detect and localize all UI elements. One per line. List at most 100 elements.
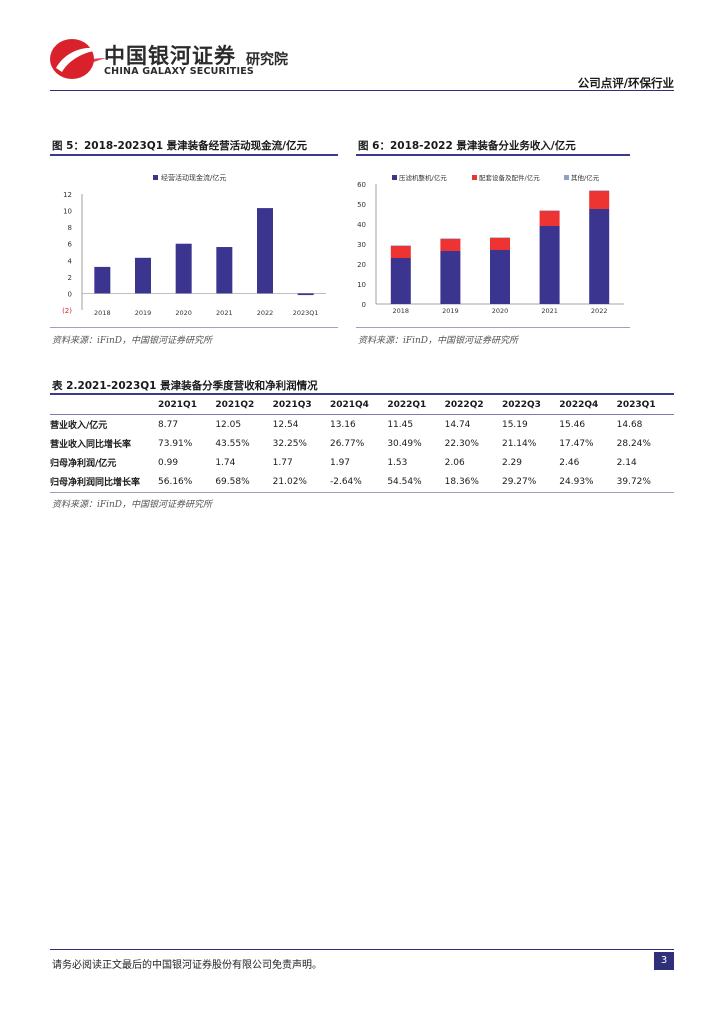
table-header-cell: 2021Q3 [272,400,312,410]
table-header-cell: 2021Q1 [158,400,197,410]
table-cell: -2.64% [329,476,362,487]
table-cell: 13.16 [329,419,356,430]
table-cell: 2.46 [559,457,580,468]
table-cell: 43.55% [215,438,250,449]
x-tick-label: 2018 [393,307,410,315]
table-cell: 12.54 [272,419,299,430]
figure5-title-rule [50,154,338,156]
bar [94,266,111,294]
y-tick-label: 2 [68,274,72,282]
table-cell: 22.30% [444,438,479,449]
table-row: 营业收入/亿元 8.77 12.05 12.54 13.16 11.45 14.… [50,415,674,435]
bar-segment [539,226,560,304]
y-tick-label: 40 [357,221,366,229]
table-header-cell: 2022Q3 [501,400,541,410]
y-tick-label: (2) [62,307,72,315]
table2-title-rule [50,393,674,395]
y-tick-label: 30 [357,241,366,249]
figure5-source: 资料来源：iFinD，中国银河证券研究所 [52,336,213,346]
brand-name-en: CHINA GALAXY SECURITIES [104,66,254,77]
x-tick-label: 2020 [175,309,192,317]
x-tick-label: 2018 [94,309,111,317]
y-tick-label: 4 [68,257,73,265]
x-tick-label: 2023Q1 [293,309,319,317]
y-tick-label: 60 [357,181,366,189]
figure6-title: 图 6：2018-2022 景津装备分业务收入/亿元 [358,140,576,152]
bar-segment [440,239,461,251]
table2-source: 资料来源：iFinD，中国银河证券研究所 [52,500,213,510]
bar [297,293,314,296]
table-cell: 15.46 [559,419,586,430]
x-tick-label: 2022 [591,307,608,315]
table-cell: 69.58% [215,476,250,487]
table-cell: 2.14 [616,457,637,468]
bar-segment [490,250,510,304]
table-cell: 1.74 [215,457,236,468]
row-label: 营业收入同比增长率 [50,440,132,450]
bar-segment [490,237,510,238]
table-cell: 12.05 [215,419,242,430]
table-header-cell: 2023Q1 [616,400,656,410]
report-category: 公司点评/环保行业 [577,76,674,90]
table-header-cell: 2021Q4 [329,400,369,410]
table-cell: 15.19 [501,419,528,430]
figure6-title-rule [356,154,630,156]
table-cell: 73.91% [158,438,193,449]
figure5-title: 图 5：2018-2023Q1 景津装备经营活动现金流/亿元 [52,140,307,152]
table-cell: 24.93% [559,476,594,487]
table-cell: 39.72% [616,476,651,487]
y-tick-label: 20 [357,261,366,269]
y-tick-label: 10 [63,208,72,216]
legend-label: 压滤机整机/亿元 [399,173,447,182]
bar-segment [390,245,411,246]
figure6-chart: 0 10 20 30 40 50 60 2018 2019 2020 2021 2022 压滤机整机/亿… [357,173,624,315]
legend-swatch [392,175,397,180]
bar-segment [390,246,411,258]
table-header-cell: 2022Q1 [387,400,427,410]
bar-segment [440,251,461,304]
table-cell: 1.97 [329,457,351,468]
bar [135,257,151,294]
table-row: 营业收入同比增长率 73.91% 43.55% 32.25% 26.77% 30… [50,434,674,453]
table-header-cell [50,396,158,415]
x-tick-label: 2021 [541,307,558,315]
legend-swatch [564,175,569,180]
bar-segment [539,211,560,226]
table-header-row: 2021Q1 2021Q2 2021Q3 2021Q4 2022Q1 2022Q… [50,396,674,415]
x-tick-label: 2021 [216,309,233,317]
table-cell: 14.74 [444,419,471,430]
bar-segment [539,210,560,211]
table-header-cell: 2022Q4 [559,400,599,410]
figure6-bottom-rule [356,327,630,328]
footer-divider [50,949,674,950]
row-label: 营业收入/亿元 [50,421,108,431]
bar [257,208,273,294]
table-header-cell: 2021Q2 [215,400,255,410]
footer-disclaimer: 请务必阅读正文最后的中国银河证券股份有限公司免责声明。 [52,960,322,971]
table2-title: 表 2.2021-2023Q1 景津装备分季度营收和净利润情况 [52,380,318,392]
bar-segment [589,209,610,304]
table-cell: 21.02% [272,476,307,487]
table2-bottom-rule [50,492,674,493]
figure5-bottom-rule [50,327,338,328]
table-cell: 1.77 [272,457,293,468]
x-tick-label: 2019 [442,307,459,315]
y-tick-label: 0 [362,301,366,309]
y-tick-label: 12 [63,191,72,199]
row-label: 归母净利润同比增长率 [50,478,141,488]
x-tick-label: 2020 [492,307,509,315]
table-cell: 32.25% [272,438,307,449]
bar-segment [589,190,610,191]
header-divider [50,90,674,91]
table-cell: 30.49% [387,438,422,449]
table-cell: 1.53 [387,457,408,468]
row-label: 归母净利润/亿元 [50,459,117,469]
table-cell: 14.68 [616,419,643,430]
table-cell: 8.77 [158,419,179,430]
table-cell: 54.54% [387,476,422,487]
table-header-cell: 2022Q2 [444,400,484,410]
bar-segment [440,238,461,239]
bar-segment [589,191,610,209]
brand-name-cn: 中国银河证券 [104,44,236,68]
figure6-source: 资料来源：iFinD，中国银河证券研究所 [358,336,519,346]
